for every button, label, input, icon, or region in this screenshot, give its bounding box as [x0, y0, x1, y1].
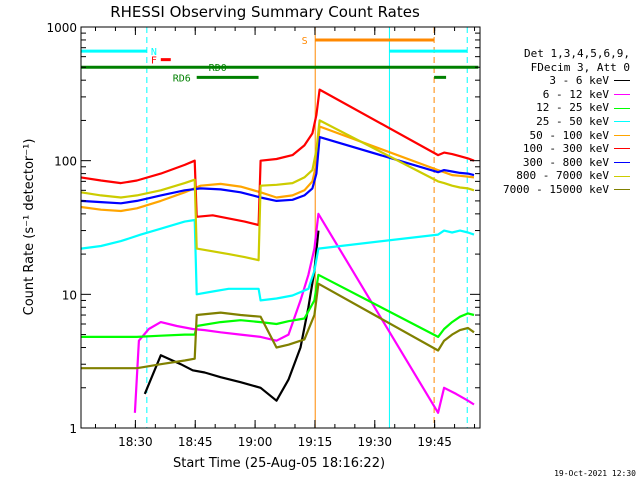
legend-detector-info: Det 1,3,4,5,6,9,: [524, 47, 630, 60]
legend-swatch: [614, 189, 630, 191]
plot-frame: [80, 26, 481, 429]
legend-label: 800 - 7000 keV: [516, 169, 609, 183]
legend-label: 50 - 100 keV: [529, 128, 609, 142]
state-label-rd6: RD6: [173, 73, 191, 84]
series-line-300-800-kev: [80, 136, 475, 205]
legend-entry-50-100-kev: 50 - 100 keV: [476, 129, 636, 143]
series-line-25-50-kev: [80, 218, 475, 302]
y-axis-label: Count Rate (s⁻¹ detector⁻¹): [22, 139, 37, 316]
legend-entry-100-300-kev: 100 - 300 keV: [476, 142, 636, 156]
x-tick-label-19-15: 19:15: [298, 435, 333, 449]
legend-entry-7000-15000-kev: 7000 - 15000 keV: [476, 183, 636, 197]
legend: Det 1,3,4,5,6,9, FDecim 3, Att 0 3 - 6 k…: [476, 47, 636, 197]
legend-label: 25 - 50 keV: [536, 114, 609, 128]
x-tick-label-18-30: 18:30: [118, 435, 153, 449]
series-line-7000-15000-kev: [81, 282, 475, 370]
series-line-3-6-kev: [143, 230, 320, 402]
legend-swatch: [614, 134, 630, 136]
series-line-50-100-kev: [80, 125, 475, 213]
y-tick-label-1: 1: [69, 422, 77, 436]
series-line-800-7000-kev: [80, 119, 475, 262]
x-tick-label-19-30: 19:30: [357, 435, 392, 449]
series-line-6-12-kev: [133, 212, 475, 414]
legend-entry-12-25-kev: 12 - 25 keV: [476, 101, 636, 115]
legend-entry-3-6-kev: 3 - 6 keV: [476, 74, 636, 88]
legend-entry-6-12-kev: 6 - 12 keV: [476, 88, 636, 102]
x-axis-label: Start Time (25-Aug-05 18:16:22): [173, 456, 385, 471]
legend-label: 6 - 12 keV: [542, 87, 609, 101]
y-tick-label-100: 100: [54, 155, 77, 169]
legend-label: 300 - 800 keV: [522, 155, 609, 169]
axes: 18:30 18:45 19:00 19:15 19:30 19:45 1 10 100 1000: [46, 21, 480, 449]
legend-swatch: [614, 148, 630, 150]
legend-swatch: [614, 94, 630, 96]
chart-title: RHESSI Observing Summary Count Rates: [110, 3, 420, 21]
legend-swatch: [614, 162, 630, 164]
legend-entry-300-800-kev: 300 - 800 keV: [476, 156, 636, 170]
legend-entries: 3 - 6 keV 6 - 12 keV 12 - 25 keV 25 - 50 ke…: [476, 74, 636, 196]
state-label-s: S: [302, 36, 308, 47]
legend-swatch: [614, 107, 630, 109]
legend-label: 12 - 25 keV: [536, 101, 609, 115]
legend-label: 100 - 300 keV: [522, 142, 609, 156]
state-label-f: F: [151, 56, 157, 67]
legend-swatch: [614, 175, 630, 177]
series-line-100-300-kev: [80, 88, 475, 227]
legend-entry-800-7000-kev: 800 - 7000 keV: [476, 169, 636, 183]
legend-entry-25-50-kev: 25 - 50 keV: [476, 115, 636, 129]
y-tick-label-10: 10: [62, 288, 77, 302]
date-stamp: 19-Oct-2021 12:30: [554, 469, 636, 478]
x-tick-label-18-45: 18:45: [178, 435, 213, 449]
series-line-12-25-kev: [81, 273, 475, 338]
legend-label: 3 - 6 keV: [549, 74, 609, 88]
legend-swatch: [614, 80, 630, 82]
x-tick-label-19-45: 19:45: [417, 435, 452, 449]
plot-area: NF S RD0 RD6: [80, 27, 479, 428]
legend-label: 7000 - 15000 keV: [503, 182, 609, 196]
state-label-n: N: [151, 47, 157, 58]
state-label-rd0: RD0: [209, 63, 227, 74]
legend-swatch: [614, 121, 630, 123]
x-tick-label-19-00: 19:00: [238, 435, 273, 449]
y-tick-label-1000: 1000: [46, 21, 77, 35]
legend-decimation-info: FDecim 3, Att 0: [530, 60, 630, 74]
